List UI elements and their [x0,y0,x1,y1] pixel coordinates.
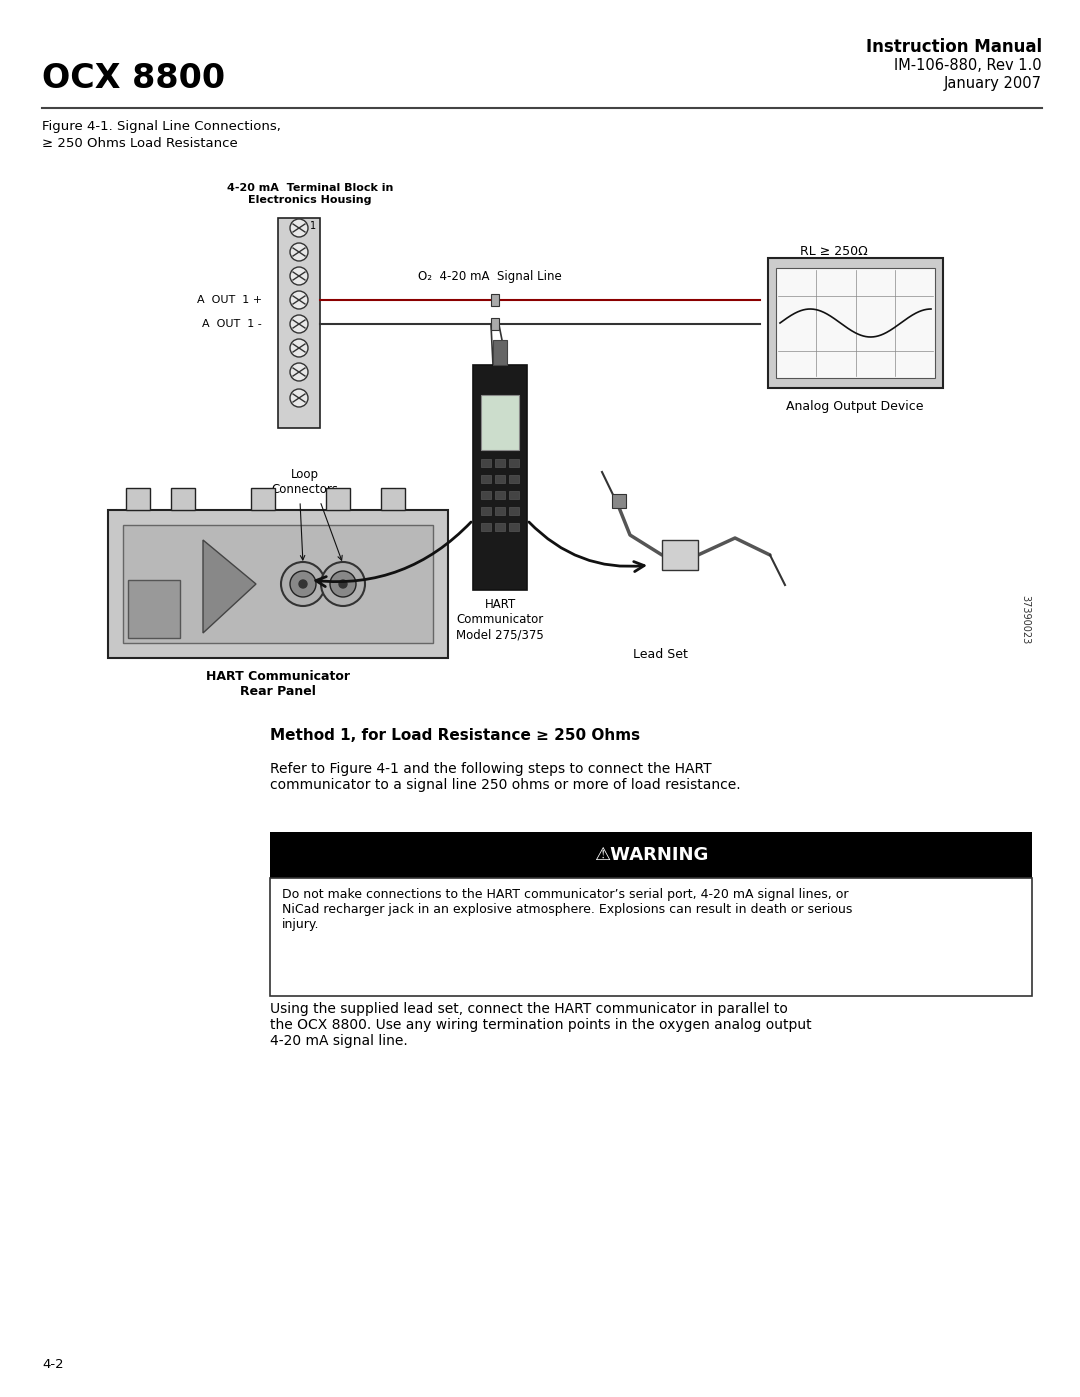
Text: A  OUT  1 -: A OUT 1 - [202,319,262,330]
Bar [509,522,519,531]
Bar [251,488,275,510]
Text: A  OUT  1 +: A OUT 1 + [197,295,262,305]
Bar [768,258,943,388]
Bar [491,319,499,330]
Bar [612,495,626,509]
Text: Using the supplied lead set, connect the HART communicator in parallel to
the OC: Using the supplied lead set, connect the… [270,1002,812,1048]
Circle shape [321,562,365,606]
Bar [123,525,433,643]
Bar [509,475,519,483]
Bar [171,488,195,510]
Circle shape [291,243,308,261]
Text: Figure 4-1. Signal Line Connections,: Figure 4-1. Signal Line Connections, [42,120,281,133]
Bar [481,475,491,483]
Text: Instruction Manual: Instruction Manual [866,38,1042,56]
Bar [492,339,507,365]
Bar [381,488,405,510]
Text: ⚠WARNING: ⚠WARNING [594,847,708,863]
Text: HART
Communicator
Model 275/375: HART Communicator Model 275/375 [456,598,544,641]
Text: O₂  4-20 mA  Signal Line: O₂ 4-20 mA Signal Line [418,270,562,284]
Text: 1: 1 [310,221,316,231]
Circle shape [291,291,308,309]
Circle shape [291,339,308,358]
Bar [108,510,448,658]
Text: OCX 8800: OCX 8800 [42,61,225,95]
Text: Method 1, for Load Resistance ≥ 250 Ohms: Method 1, for Load Resistance ≥ 250 Ohms [270,728,640,743]
Text: Refer to Figure 4-1 and the following steps to connect the HART
communicator to : Refer to Figure 4-1 and the following st… [270,761,741,792]
Circle shape [291,219,308,237]
Bar [129,580,180,638]
Bar [481,460,491,467]
Text: HART Communicator
Rear Panel: HART Communicator Rear Panel [206,671,350,698]
Bar [481,395,519,450]
Circle shape [291,314,308,332]
Text: Analog Output Device: Analog Output Device [786,400,923,414]
Bar [481,522,491,531]
Bar [495,522,505,531]
Bar [509,460,519,467]
Bar [491,293,499,306]
Bar [270,833,1032,877]
Bar [509,507,519,515]
Bar [126,488,150,510]
Text: Loop
Connectors: Loop Connectors [271,468,338,496]
Bar [495,507,505,515]
Circle shape [291,267,308,285]
Text: IM-106-880, Rev 1.0: IM-106-880, Rev 1.0 [894,59,1042,73]
Polygon shape [203,541,256,633]
Text: Do not make connections to the HART communicator’s serial port, 4-20 mA signal l: Do not make connections to the HART comm… [282,888,852,930]
Bar [495,475,505,483]
Bar [509,490,519,499]
Bar [270,877,1032,996]
Text: RL ≥ 250Ω: RL ≥ 250Ω [800,244,867,258]
Circle shape [330,571,356,597]
Circle shape [339,580,347,588]
Bar [481,490,491,499]
Circle shape [291,363,308,381]
Text: 4-20 mA  Terminal Block in
Electronics Housing: 4-20 mA Terminal Block in Electronics Ho… [227,183,393,204]
Bar [473,365,527,590]
Text: January 2007: January 2007 [944,75,1042,91]
Text: ≥ 250 Ohms Load Resistance: ≥ 250 Ohms Load Resistance [42,137,238,149]
Bar [495,460,505,467]
Circle shape [291,388,308,407]
Bar [278,218,320,427]
Bar [777,268,935,379]
Text: 4-2: 4-2 [42,1358,64,1370]
Bar [495,490,505,499]
Bar [481,507,491,515]
Bar [662,541,698,570]
Circle shape [299,580,307,588]
Circle shape [291,571,316,597]
Text: Lead Set: Lead Set [633,648,688,661]
Bar [326,488,350,510]
Circle shape [281,562,325,606]
Text: 37390023: 37390023 [1020,595,1030,644]
